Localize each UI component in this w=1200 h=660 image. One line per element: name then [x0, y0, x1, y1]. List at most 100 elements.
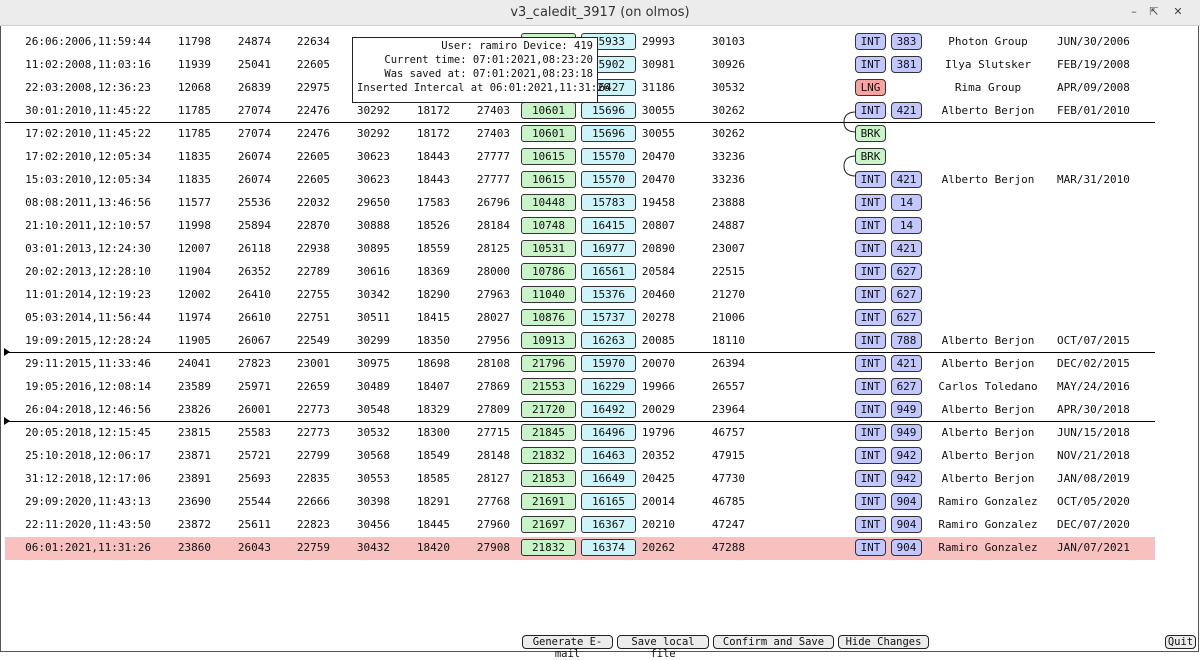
type-tag-button[interactable]: INT — [855, 355, 886, 372]
cyan-value-field[interactable]: 16496 — [581, 424, 636, 441]
type-tag-button[interactable]: LNG — [855, 79, 886, 96]
cyan-value-field[interactable]: 16492 — [581, 401, 636, 418]
table-row[interactable]: 11:01:2014,12:19:23 12002 26410 22755 30342 1… — [5, 284, 1155, 307]
generate-email-button[interactable]: Generate E-mail — [522, 635, 613, 660]
type-tag-button[interactable]: INT — [855, 263, 886, 280]
table-row[interactable]: 08:08:2011,13:46:56 11577 25536 22032 29650 1… — [5, 192, 1155, 215]
cyan-value-field[interactable]: 15696 — [581, 125, 636, 142]
save-local-file-button[interactable]: Save local file — [617, 635, 709, 660]
table-row[interactable]: 25:10:2018,12:06:17 23871 25721 22799 30568 1… — [5, 445, 1155, 468]
table-row[interactable]: 22:11:2020,11:43:50 23872 25611 22823 30456 1… — [5, 514, 1155, 537]
type-tag-button[interactable]: INT — [855, 447, 886, 464]
type-tag-button[interactable]: BRK — [855, 148, 886, 165]
green-value-field[interactable]: 10601 — [521, 125, 576, 142]
type-tag-button[interactable]: INT — [855, 33, 886, 50]
green-value-field[interactable]: 10748 — [521, 217, 576, 234]
cyan-value-field[interactable]: 16374 — [581, 539, 636, 556]
green-value-field[interactable]: 21691 — [521, 493, 576, 510]
device-tag-button[interactable]: 904 — [891, 539, 922, 556]
minimize-icon[interactable]: – — [1131, 5, 1137, 18]
device-tag-button[interactable]: 904 — [891, 516, 922, 533]
cyan-value-field[interactable]: 16229 — [581, 378, 636, 395]
type-tag-button[interactable]: INT — [855, 102, 886, 119]
green-value-field[interactable]: 21845 — [521, 424, 576, 441]
cyan-value-field[interactable]: 15696 — [581, 102, 636, 119]
device-tag-button[interactable]: 627 — [891, 286, 922, 303]
cyan-value-field[interactable]: 16649 — [581, 470, 636, 487]
type-tag-button[interactable]: INT — [855, 424, 886, 441]
green-value-field[interactable]: 21553 — [521, 378, 576, 395]
hide-changes-button[interactable]: Hide Changes — [838, 635, 929, 649]
type-tag-button[interactable]: INT — [855, 217, 886, 234]
table-row[interactable]: 19:09:2015,12:28:24 11905 26067 22549 30299 1… — [5, 330, 1155, 353]
table-row[interactable]: 15:03:2010,12:05:34 11835 26074 22605 30623 1… — [5, 169, 1155, 192]
table-row[interactable]: 29:09:2020,11:43:13 23690 25544 22666 30398 1… — [5, 491, 1155, 514]
type-tag-button[interactable]: INT — [855, 286, 886, 303]
cyan-value-field[interactable]: 16165 — [581, 493, 636, 510]
green-value-field[interactable]: 21697 — [521, 516, 576, 533]
device-tag-button[interactable]: 788 — [891, 332, 922, 349]
device-tag-button[interactable]: 949 — [891, 424, 922, 441]
cyan-value-field[interactable]: 15970 — [581, 355, 636, 372]
device-tag-button[interactable]: 627 — [891, 309, 922, 326]
table-row[interactable]: 21:10:2011,12:10:57 11998 25894 22870 30888 1… — [5, 215, 1155, 238]
type-tag-button[interactable]: INT — [855, 539, 886, 556]
cyan-value-field[interactable]: 15783 — [581, 194, 636, 211]
device-tag-button[interactable]: 904 — [891, 493, 922, 510]
device-tag-button[interactable]: 383 — [891, 33, 922, 50]
green-value-field[interactable]: 21720 — [521, 401, 576, 418]
device-tag-button[interactable]: 942 — [891, 470, 922, 487]
cyan-value-field[interactable]: 16415 — [581, 217, 636, 234]
cyan-value-field[interactable]: 15737 — [581, 309, 636, 326]
green-value-field[interactable]: 10615 — [521, 171, 576, 188]
green-value-field[interactable]: 10786 — [521, 263, 576, 280]
green-value-field[interactable]: 10448 — [521, 194, 576, 211]
device-tag-button[interactable]: 942 — [891, 447, 922, 464]
green-value-field[interactable]: 10876 — [521, 309, 576, 326]
table-row[interactable]: 19:05:2016,12:08:14 23589 25971 22659 30489 1… — [5, 376, 1155, 399]
green-value-field[interactable]: 21832 — [521, 539, 576, 556]
quit-button[interactable]: Quit — [1165, 635, 1196, 649]
type-tag-button[interactable]: INT — [855, 171, 886, 188]
green-value-field[interactable]: 10531 — [521, 240, 576, 257]
table-row[interactable]: 20:02:2013,12:28:10 11904 26352 22789 30616 1… — [5, 261, 1155, 284]
type-tag-button[interactable]: INT — [855, 194, 886, 211]
table-row[interactable]: 03:01:2013,12:24:30 12007 26118 22938 30895 1… — [5, 238, 1155, 261]
device-tag-button[interactable]: 421 — [891, 171, 922, 188]
green-value-field[interactable]: 10601 — [521, 102, 576, 119]
confirm-and-save-button[interactable]: Confirm and Save — [713, 635, 834, 649]
table-row[interactable]: 20:05:2018,12:15:45 23815 25583 22773 30532 1… — [5, 422, 1155, 445]
type-tag-button[interactable]: INT — [855, 493, 886, 510]
type-tag-button[interactable]: INT — [855, 309, 886, 326]
table-row[interactable]: 31:12:2018,12:17:06 23891 25693 22835 30553 1… — [5, 468, 1155, 491]
green-value-field[interactable]: 21853 — [521, 470, 576, 487]
type-tag-button[interactable]: INT — [855, 378, 886, 395]
cyan-value-field[interactable]: 15570 — [581, 171, 636, 188]
table-row[interactable]: 26:04:2018,12:46:56 23826 26001 22773 30548 1… — [5, 399, 1155, 422]
green-value-field[interactable]: 21832 — [521, 447, 576, 464]
type-tag-button[interactable]: INT — [855, 516, 886, 533]
green-value-field[interactable]: 10615 — [521, 148, 576, 165]
device-tag-button[interactable]: 421 — [891, 102, 922, 119]
type-tag-button[interactable]: INT — [855, 240, 886, 257]
table-row[interactable]: 17:02:2010,12:05:34 11835 26074 22605 30623 1… — [5, 146, 1155, 169]
device-tag-button[interactable]: 14 — [891, 217, 922, 234]
table-row[interactable]: 29:11:2015,11:33:46 24041 27823 23001 30975 1… — [5, 353, 1155, 376]
green-value-field[interactable]: 10913 — [521, 332, 576, 349]
cyan-value-field[interactable]: 16263 — [581, 332, 636, 349]
cyan-value-field[interactable]: 16561 — [581, 263, 636, 280]
cyan-value-field[interactable]: 16463 — [581, 447, 636, 464]
type-tag-button[interactable]: INT — [855, 470, 886, 487]
device-tag-button[interactable]: 381 — [891, 56, 922, 73]
restore-icon[interactable]: ⇱ — [1149, 5, 1159, 18]
device-tag-button[interactable]: 627 — [891, 263, 922, 280]
device-tag-button[interactable]: 421 — [891, 240, 922, 257]
cyan-value-field[interactable]: 16367 — [581, 516, 636, 533]
green-value-field[interactable]: 11040 — [521, 286, 576, 303]
type-tag-button[interactable]: INT — [855, 401, 886, 418]
device-tag-button[interactable]: 627 — [891, 378, 922, 395]
type-tag-button[interactable]: INT — [855, 56, 886, 73]
cyan-value-field[interactable]: 15570 — [581, 148, 636, 165]
type-tag-button[interactable]: BRK — [855, 125, 886, 142]
device-tag-button[interactable]: 14 — [891, 194, 922, 211]
